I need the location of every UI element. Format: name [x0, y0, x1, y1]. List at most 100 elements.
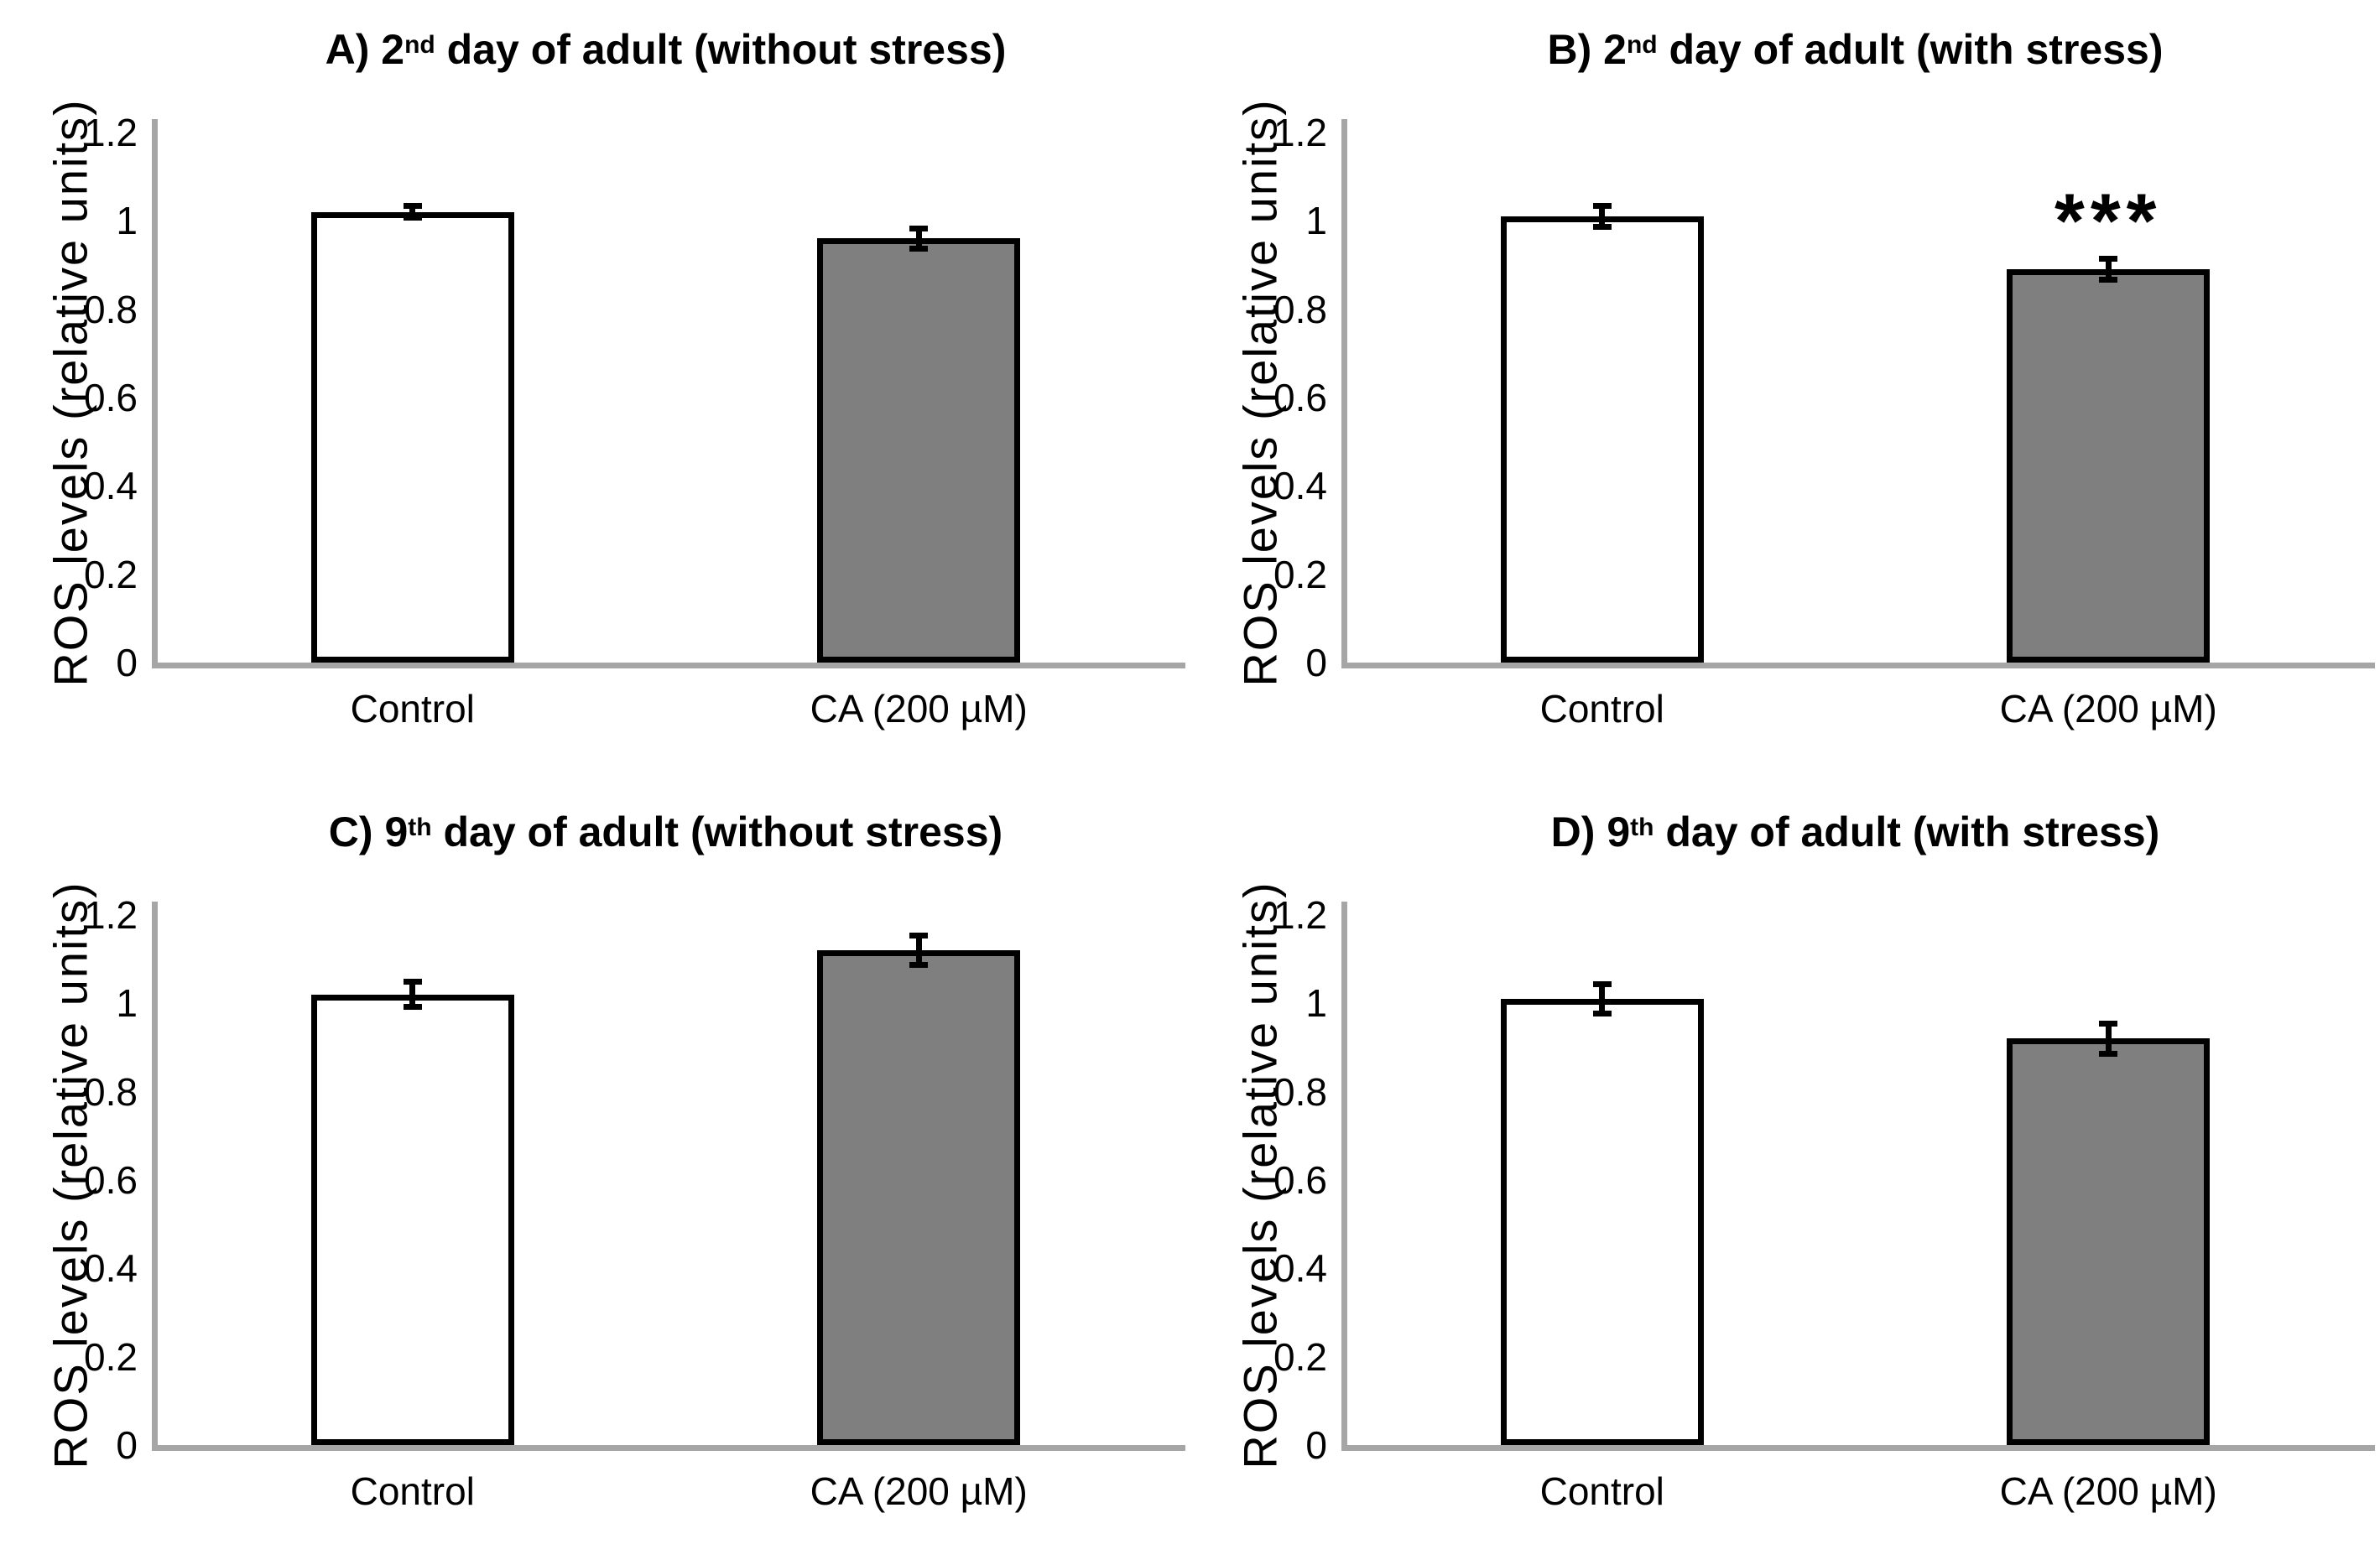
- error-bar-cap-bottom: [909, 246, 929, 252]
- error-bar: [909, 933, 929, 969]
- panel-title-text: day of adult (with stress): [1657, 26, 2164, 73]
- error-bar: [1592, 981, 1612, 1017]
- x-tick-label-ca: CA (200 µM): [1999, 687, 2217, 731]
- error-bar: [2099, 256, 2118, 283]
- error-bar-stem: [915, 225, 922, 252]
- error-bar-cap-bottom: [1592, 1011, 1612, 1017]
- panel-b: B) 2nd day of adult (with stress) ROS le…: [1190, 0, 2380, 782]
- error-bar-cap-bottom: [909, 962, 929, 969]
- panel-title-text: day of adult (with stress): [1654, 808, 2160, 855]
- x-axis-line: [1341, 1445, 2375, 1451]
- y-tick-label: 0.8: [1273, 287, 1327, 331]
- y-axis-line: [1341, 902, 1347, 1451]
- bar-group-ca: CA (200 µM): [810, 915, 1028, 1513]
- bar-control: [1500, 216, 1704, 663]
- bar-group-ca: *** CA (200 µM): [2000, 133, 2217, 731]
- y-tick-label: 0: [116, 641, 138, 684]
- y-tick-label: 0.4: [1273, 1246, 1327, 1291]
- y-tick-label: 0.6: [1273, 1158, 1327, 1202]
- panel-a: A) 2nd day of adult (without stress) ROS…: [0, 0, 1190, 782]
- panel-title-ordinal: th: [408, 813, 432, 841]
- y-tick-label: 0.2: [1273, 552, 1327, 596]
- bar-ca: [817, 238, 1021, 663]
- y-tick-label: 0.8: [84, 1069, 138, 1114]
- x-axis-line: [152, 1445, 1185, 1451]
- x-axis-line: [1341, 663, 2375, 668]
- plot-area: 0 0.2 0.4 0.6 0.8 1 1.2 Control CA (200 µM): [84, 113, 1185, 731]
- y-tick-label: 0: [1305, 1423, 1327, 1467]
- error-bar: [403, 979, 422, 1011]
- y-tick-label: 0.2: [84, 552, 138, 596]
- bar-ca: [817, 950, 1021, 1445]
- bar-group-ca: CA (200 µM): [810, 133, 1028, 731]
- x-tick-label-control: Control: [350, 687, 475, 731]
- panel-title-text: day of adult (without stress): [435, 26, 1007, 73]
- y-tick-label: 1: [116, 199, 138, 243]
- y-tick-label: 1.2: [84, 111, 138, 154]
- bar-group-control: Control: [310, 915, 514, 1513]
- error-bar-cap-bottom: [2099, 277, 2118, 283]
- x-tick-label-control: Control: [1539, 687, 1664, 731]
- y-tick-label: 0.8: [1273, 1069, 1327, 1114]
- x-axis-line: [152, 663, 1185, 668]
- error-bar-cap-bottom: [1592, 223, 1612, 230]
- x-tick-label-ca: CA (200 µM): [810, 687, 1028, 731]
- bar-control: [310, 994, 514, 1445]
- bar-control: [1500, 999, 1704, 1445]
- plot-area: 0 0.2 0.4 0.6 0.8 1 1.2 Control CA (200 µM): [84, 896, 1185, 1513]
- x-tick-label-ca: CA (200 µM): [1999, 1469, 2217, 1513]
- y-tick-label: 0.4: [1273, 464, 1327, 508]
- plot-area: 0 0.2 0.4 0.6 0.8 1 1.2 Control *** CA (200 µM…: [1273, 113, 2375, 731]
- error-bar-cap-bottom: [403, 215, 422, 221]
- error-bar: [1592, 203, 1612, 230]
- bar-ca: [2007, 1038, 2211, 1445]
- y-tick-label: 1: [1305, 981, 1327, 1026]
- panel-title-text: A) 2: [325, 26, 405, 73]
- y-tick-label: 0: [116, 1423, 138, 1467]
- panel-title: A) 2nd day of adult (without stress): [159, 25, 1172, 74]
- panel-title-ordinal: nd: [1626, 30, 1658, 59]
- error-bar-cap-bottom: [2099, 1050, 2118, 1057]
- error-bar-stem: [1599, 981, 1606, 1017]
- y-tick-label: 1: [1305, 199, 1327, 243]
- bar-group-control: Control: [310, 133, 514, 731]
- error-bar: [403, 203, 422, 221]
- x-tick-label-ca: CA (200 µM): [810, 1469, 1028, 1513]
- panel-title-text: day of adult (without stress): [431, 808, 1003, 855]
- error-bar-stem: [915, 933, 922, 969]
- y-axis-line: [1341, 119, 1347, 668]
- error-bar-stem: [1599, 203, 1606, 230]
- error-bar-cap-bottom: [403, 1004, 422, 1011]
- panel-title: C) 9th day of adult (without stress): [159, 808, 1172, 856]
- panel-title-text: C) 9: [328, 808, 409, 855]
- error-bar-stem: [2105, 256, 2112, 283]
- y-tick-label: 0.2: [84, 1334, 138, 1379]
- panel-title: B) 2nd day of adult (with stress): [1349, 25, 2362, 74]
- panel-title-ordinal: nd: [404, 30, 435, 59]
- y-tick-label: 0.6: [84, 1158, 138, 1202]
- bar-ca: [2007, 269, 2211, 663]
- panel-c: C) 9th day of adult (without stress) ROS…: [0, 782, 1190, 1565]
- y-axis-line: [152, 119, 158, 668]
- y-tick-label: 0.4: [84, 1246, 138, 1291]
- error-bar-stem: [2105, 1021, 2112, 1057]
- plot-area: 0 0.2 0.4 0.6 0.8 1 1.2 Control CA (200 µM): [1273, 896, 2375, 1513]
- bar-group-control: Control: [1500, 915, 1704, 1513]
- panel-title-text: B) 2: [1547, 26, 1627, 73]
- error-bar: [909, 225, 929, 252]
- y-tick-label: 0: [1305, 641, 1327, 684]
- x-tick-label-control: Control: [350, 1469, 475, 1513]
- bar-group-control: Control: [1500, 133, 1704, 731]
- y-tick-label: 0.2: [1273, 1334, 1327, 1379]
- y-tick-label: 1.2: [84, 893, 138, 937]
- y-tick-label: 0.6: [84, 376, 138, 419]
- panel-d: D) 9th day of adult (with stress) ROS le…: [1190, 782, 2380, 1565]
- bar-group-ca: CA (200 µM): [2000, 915, 2217, 1513]
- panel-title-text: D) 9: [1550, 808, 1631, 855]
- error-bar: [2099, 1021, 2118, 1057]
- y-tick-label: 0.6: [1273, 376, 1327, 419]
- significance-stars: ***: [2055, 178, 2163, 264]
- error-bar-stem: [409, 203, 416, 221]
- x-tick-label-control: Control: [1539, 1469, 1664, 1513]
